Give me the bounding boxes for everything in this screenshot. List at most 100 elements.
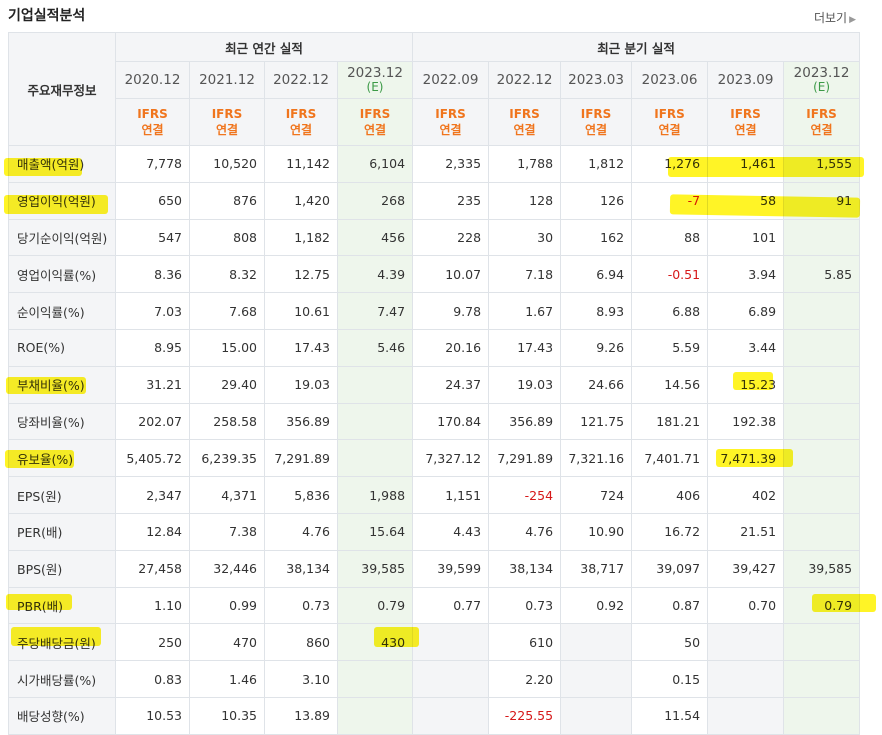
- table-cell: 10,520: [189, 145, 265, 183]
- table-row: 부채비율(%) 31.21 29.40 19.03 24.37 19.03 24.66 14.…: [8, 365, 861, 404]
- period-header: 2023.12 (E): [783, 61, 861, 99]
- row-label: ROE(%): [8, 328, 116, 367]
- period-label: 2023.12: [793, 65, 850, 81]
- period-header: 2023.03: [560, 61, 633, 99]
- period-header: 2021.12: [189, 61, 265, 99]
- ifrs-label: IFRS: [806, 107, 837, 121]
- ifrs-header: IFRS 연결: [707, 98, 785, 146]
- table-cell: 38,134: [488, 549, 562, 588]
- table-cell: 9.78: [412, 292, 490, 330]
- table-cell: 5,405.72: [115, 439, 190, 478]
- table-cell: 7,778: [115, 145, 190, 183]
- table-cell: 16.72: [631, 512, 709, 551]
- ifrs-header: IFRS 연결: [783, 98, 861, 146]
- table-cell: 14.56: [631, 365, 709, 404]
- table-cell: 7,471.39: [707, 439, 785, 478]
- table-row: 매출액(억원) 7,778 10,520 11,142 6,104 2,335 1,788 1…: [8, 145, 861, 183]
- ifrs-label: IFRS: [211, 107, 243, 121]
- table-cell: 0.77: [412, 586, 490, 625]
- table-cell: 2,347: [115, 476, 190, 514]
- row-label: BPS(원): [8, 549, 116, 588]
- table-cell: 724: [560, 476, 633, 514]
- table-row: 당기순이익(억원) 547 808 1,182 456 228 30 162 88 101: [8, 218, 861, 257]
- table-cell: [783, 476, 861, 514]
- table-cell: 0.79: [336, 586, 414, 625]
- table-cell: 13.89: [264, 696, 338, 735]
- table-cell: 356.89: [488, 402, 562, 441]
- ifrs-header: IFRS 연결: [412, 98, 490, 146]
- row-label: 매출액(억원): [8, 145, 116, 183]
- table-cell: 101: [707, 218, 785, 257]
- table-cell: 4.43: [412, 512, 490, 551]
- financial-summary-table: 주요재무정보 최근 연간 실적 최근 분기 실적 2020.12 2021.12 2…: [8, 32, 861, 735]
- row-label: 유보율(%): [8, 439, 116, 478]
- table-cell: 0.83: [115, 660, 190, 698]
- table-cell: 10.07: [412, 255, 490, 294]
- row-label: 시가배당률(%): [8, 660, 116, 698]
- period-label: 2023.09: [717, 72, 774, 88]
- table-row: BPS(원) 27,458 32,446 38,134 39,585 39,599 38,1…: [8, 549, 861, 588]
- period-label: 2020.12: [124, 72, 181, 88]
- consolidated-label: 연결: [215, 123, 239, 137]
- group-quarter: 최근 분기 실적: [412, 32, 861, 62]
- table-cell: [412, 696, 490, 735]
- period-header: 2023.09: [707, 61, 785, 99]
- table-cell: 5,836: [264, 476, 338, 514]
- table-cell: 1,988: [336, 476, 414, 514]
- table-cell: 1.46: [189, 660, 265, 698]
- table-cell: -254: [488, 476, 562, 514]
- table-cell: 1.10: [115, 586, 190, 625]
- table-cell: 27,458: [115, 549, 190, 588]
- table-cell: 258.58: [189, 402, 265, 441]
- table-cell: 10.35: [189, 696, 265, 735]
- row-label: 영업이익률(%): [8, 255, 116, 294]
- ifrs-header: IFRS 연결: [631, 98, 709, 146]
- table-cell: 8.32: [189, 255, 265, 294]
- period-header: 2023.06: [631, 61, 709, 99]
- consolidated-label: 연결: [810, 123, 833, 137]
- table-cell: 3.44: [707, 328, 785, 367]
- ifrs-label: IFRS: [730, 107, 761, 121]
- period-label: 2022.12: [496, 72, 553, 88]
- table-cell: [783, 623, 861, 662]
- table-cell: 7,321.16: [560, 439, 633, 478]
- row-label: 주당배당금(원): [8, 623, 116, 662]
- consolidated-label: 연결: [363, 123, 387, 137]
- row-label: 당기순이익(억원): [8, 218, 116, 257]
- table-row: 순이익률(%) 7.03 7.68 10.61 7.47 9.78 1.67 8.93 6.88…: [8, 292, 861, 330]
- table-cell: 1,276: [631, 145, 709, 183]
- more-label: 더보기: [813, 11, 848, 25]
- table-cell: [783, 218, 861, 257]
- table-cell: [336, 660, 414, 698]
- table-cell: 235: [412, 181, 490, 220]
- table-cell: 7,291.89: [264, 439, 338, 478]
- table-row: 주당배당금(원) 250 470 860 430 610 50: [8, 623, 861, 662]
- table-cell: 15.00: [189, 328, 265, 367]
- table-cell: 21.51: [707, 512, 785, 551]
- ifrs-label: IFRS: [285, 107, 317, 121]
- row-label: PBR(배): [8, 586, 116, 625]
- table-cell: [783, 439, 861, 478]
- table-cell: [336, 402, 414, 441]
- table-cell: 7,327.12: [412, 439, 490, 478]
- table-cell: [560, 660, 633, 698]
- table-cell: 470: [189, 623, 265, 662]
- table-row: 영업이익(억원) 650 876 1,420 268 235 128 126 -7 58 91: [8, 181, 861, 220]
- table-cell: 1,420: [264, 181, 338, 220]
- table-cell: 30: [488, 218, 562, 257]
- row-label: 영업이익(억원): [8, 181, 116, 220]
- consolidated-label: 연결: [141, 123, 164, 137]
- row-label: PER(배): [8, 512, 116, 551]
- table-cell: 50: [631, 623, 709, 662]
- table-cell: [412, 660, 490, 698]
- table-cell: -225.55: [488, 696, 562, 735]
- more-link[interactable]: 더보기 ▶: [814, 9, 856, 26]
- period-header: 2020.12: [115, 61, 190, 99]
- table-cell: 1,788: [488, 145, 562, 183]
- table-cell: -0.51: [631, 255, 709, 294]
- ifrs-header: IFRS 연결: [336, 98, 414, 146]
- table-cell: 1,182: [264, 218, 338, 257]
- table-cell: 126: [560, 181, 633, 220]
- table-cell: 1,555: [783, 145, 861, 183]
- table-row: 배당성향(%) 10.53 10.35 13.89 -225.55 11.54: [8, 696, 861, 735]
